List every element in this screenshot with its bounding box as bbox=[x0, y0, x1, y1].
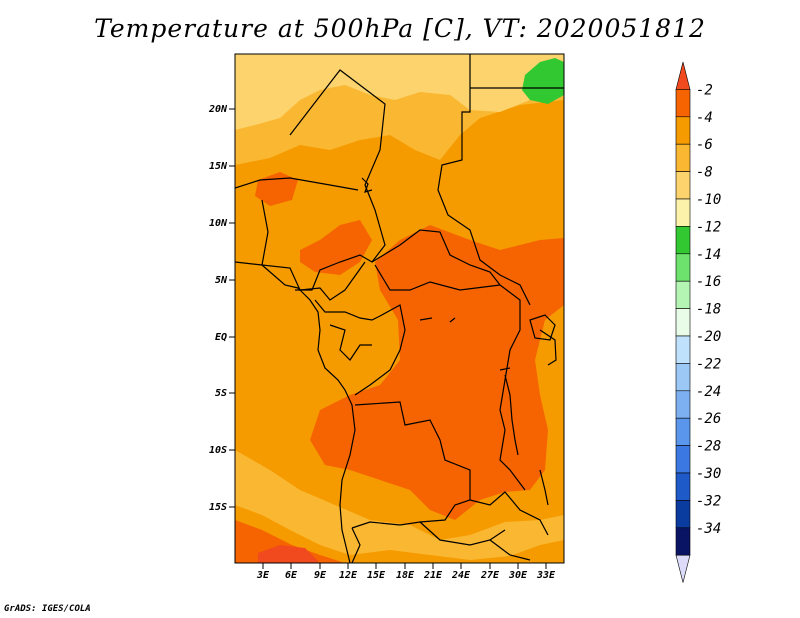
lat-label: 5N bbox=[215, 275, 228, 286]
border-botswana bbox=[419, 521, 506, 546]
colorbar-swatch bbox=[675, 89, 691, 118]
field-north-m10 bbox=[235, 54, 564, 130]
colorbar-label: -14 bbox=[696, 247, 721, 263]
colorbar-legend: -2 -4 -6 -8 -10 -12 -14 -16 -18 -20 -22 -24 -26 -28 -3… bbox=[675, 61, 721, 583]
lon-label: 33E bbox=[536, 570, 556, 581]
colorbar-label: -28 bbox=[696, 439, 721, 455]
colorbar-label: -12 bbox=[696, 219, 721, 235]
lat-label: EQ bbox=[215, 332, 227, 343]
lake-small-1 bbox=[419, 317, 456, 323]
colorbar-swatch bbox=[675, 363, 691, 392]
lon-label: 12E bbox=[339, 570, 358, 581]
lat-label: 5S bbox=[215, 388, 227, 399]
lake-chad bbox=[361, 177, 373, 193]
map-title: Temperature at 500hPa [C], VT: 202005181… bbox=[94, 14, 706, 43]
lake-tanganyika bbox=[504, 374, 519, 456]
country-borders bbox=[235, 54, 564, 563]
border-namibia bbox=[351, 527, 361, 563]
lon-label: 27E bbox=[480, 570, 500, 581]
colorbar-swatch bbox=[675, 472, 691, 501]
lake-small-2 bbox=[499, 367, 511, 371]
colorbar-swatch bbox=[675, 226, 691, 255]
colorbar-label: -8 bbox=[696, 165, 713, 181]
border-cameroon-gabon bbox=[314, 299, 381, 321]
colorbar-bottom-arrow bbox=[675, 554, 691, 583]
lat-label: 20N bbox=[208, 104, 228, 115]
lon-label: 9E bbox=[314, 570, 327, 581]
field-west-m4 bbox=[300, 220, 372, 275]
map-frame bbox=[234, 53, 565, 564]
border-libya-sudan bbox=[437, 54, 531, 306]
colorbar-swatch bbox=[675, 308, 691, 337]
border-congo-drc bbox=[354, 304, 406, 396]
colorbar-label: -10 bbox=[696, 192, 721, 208]
field-core-m4 bbox=[310, 225, 564, 520]
lat-label: 10N bbox=[209, 218, 228, 229]
colorbar-label: -2 bbox=[696, 82, 713, 98]
lon-label: 6E bbox=[285, 570, 298, 581]
colorbar-label: -30 bbox=[696, 466, 721, 482]
lake-victoria bbox=[529, 314, 556, 341]
colorbar-swatch bbox=[675, 280, 691, 309]
lon-label: 3E bbox=[256, 570, 270, 581]
colorbar-label: -16 bbox=[696, 274, 721, 290]
border-niger-chad bbox=[235, 177, 359, 191]
border-zimbabwe bbox=[489, 539, 531, 561]
colorbar-swatch bbox=[675, 335, 691, 364]
latitude-axis: 20N 15N 10N 5N EQ 5S 10S 15S bbox=[208, 104, 235, 513]
colorbar-swatch bbox=[675, 527, 691, 556]
colorbar-swatch bbox=[675, 116, 691, 145]
colorbar-swatch bbox=[675, 445, 691, 474]
colorbar-swatch bbox=[675, 500, 691, 529]
border-car-south bbox=[374, 264, 501, 291]
colorbar-label: -34 bbox=[696, 521, 721, 537]
colorbar-swatch bbox=[675, 417, 691, 446]
lat-label: 10S bbox=[209, 445, 227, 456]
colorbar-label: -18 bbox=[696, 302, 721, 318]
longitude-axis: 3E 6E 9E 12E 15E 18E 21E 24E 27E 30E 33E bbox=[256, 563, 556, 581]
lat-label: 15N bbox=[209, 161, 228, 172]
lon-label: 30E bbox=[508, 570, 528, 581]
field-ne-m12 bbox=[522, 58, 564, 104]
field-south-m8 bbox=[235, 450, 564, 563]
border-car-north bbox=[371, 229, 501, 286]
colorbar-swatch bbox=[675, 390, 691, 419]
field-west2-m4 bbox=[255, 172, 298, 206]
lake-edge-east bbox=[539, 329, 557, 366]
temperature-field bbox=[235, 54, 564, 563]
lake-malawi bbox=[539, 469, 549, 506]
border-angola bbox=[351, 401, 471, 529]
colorbar-label: -4 bbox=[696, 110, 713, 126]
colorbar-swatch bbox=[675, 198, 691, 227]
lat-label: 15S bbox=[209, 502, 227, 513]
colorbar-label: -26 bbox=[696, 411, 721, 427]
lon-label: 18E bbox=[396, 570, 415, 581]
border-chad bbox=[289, 69, 386, 291]
colorbar-label: -6 bbox=[696, 137, 713, 153]
colorbar-label: -24 bbox=[696, 384, 721, 400]
colorbar-label: -32 bbox=[696, 493, 721, 509]
lon-label: 15E bbox=[367, 570, 386, 581]
colorbar-label: -20 bbox=[696, 329, 721, 345]
colorbar-swatch bbox=[675, 253, 691, 282]
field-sahel-m6 bbox=[235, 145, 564, 250]
colorbar-swatch bbox=[675, 143, 691, 172]
field-sw-m2 bbox=[258, 545, 320, 563]
border-zambia bbox=[469, 491, 549, 536]
lon-label: 21E bbox=[423, 570, 443, 581]
colorbar-swatch bbox=[675, 171, 691, 200]
colorbar-label: -22 bbox=[696, 356, 721, 372]
colorbar-top-arrow bbox=[675, 61, 691, 90]
coast-central bbox=[297, 287, 356, 563]
lon-label: 24E bbox=[451, 570, 471, 581]
border-drc-east bbox=[499, 284, 526, 491]
coast-west-africa bbox=[235, 261, 299, 289]
field-south-m6 bbox=[235, 505, 564, 563]
grads-credit: GrADS: IGES/COLA bbox=[4, 604, 91, 614]
border-gabon-congo bbox=[329, 324, 372, 361]
